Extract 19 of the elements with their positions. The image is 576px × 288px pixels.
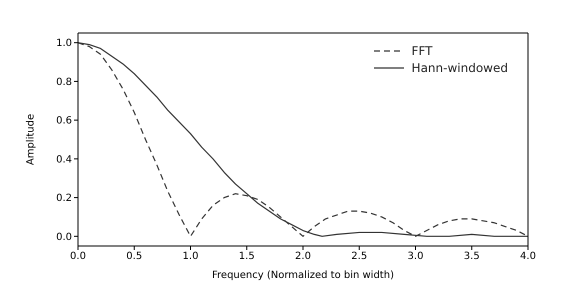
y-tick-label: 0.2	[56, 193, 72, 204]
y-tick-label: 0.8	[56, 76, 72, 88]
x-tick-label: 0.0	[70, 251, 86, 262]
y-tick-label: 0.6	[56, 116, 72, 127]
y-axis-title: Amplitude	[26, 114, 37, 166]
x-tick-label: 0.5	[126, 251, 142, 262]
x-tick-label: 1.5	[238, 251, 255, 262]
x-tick-label: 1.0	[182, 251, 198, 262]
x-tick-label: 3.0	[408, 251, 424, 262]
x-tick-label: 4.0	[520, 251, 536, 262]
y-tick-label: 0.0	[56, 232, 72, 243]
y-tick-label: 1.0	[56, 38, 72, 50]
x-tick-label: 3.5	[464, 251, 480, 262]
legend-label: FFT	[412, 44, 432, 58]
x-tick-label: 2.5	[351, 251, 368, 262]
x-axis-title: Frequency (Normalized to bin width)	[212, 270, 394, 281]
x-tick-label: 2.0	[295, 251, 311, 262]
y-tick-label: 0.4	[56, 154, 72, 166]
legend-label: Hann-windowed	[412, 61, 508, 75]
